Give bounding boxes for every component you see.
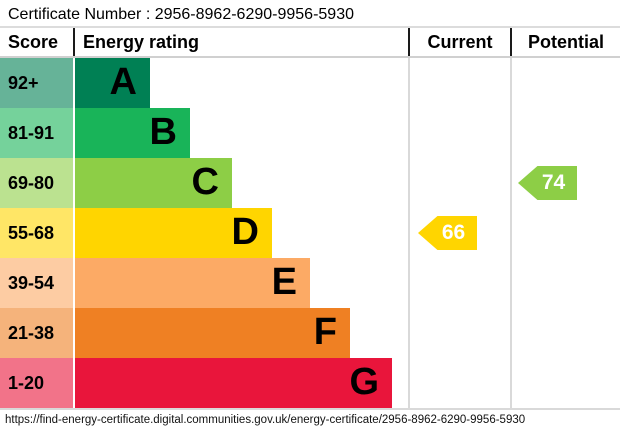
band-score-range: 1-20 bbox=[0, 358, 73, 408]
band-bar-d: D bbox=[75, 208, 272, 258]
band-bar-c: C bbox=[75, 158, 232, 208]
header-current: Current bbox=[408, 28, 510, 56]
band-letter: G bbox=[349, 361, 379, 403]
band-row-e: 39-54 E bbox=[0, 258, 620, 308]
band-score-range: 55-68 bbox=[0, 208, 73, 258]
current-rating-arrow: 66 bbox=[418, 216, 477, 250]
rating-bands: 92+ A 81-91 B 69-80 C 55-68 D 39-54 E 21-38 F 1-20 G bbox=[0, 58, 620, 408]
header-potential: Potential bbox=[510, 28, 620, 56]
band-bar-e: E bbox=[75, 258, 310, 308]
band-letter: C bbox=[191, 161, 219, 203]
band-letter: F bbox=[313, 311, 337, 353]
band-letter: E bbox=[271, 261, 297, 303]
band-score-range: 81-91 bbox=[0, 108, 73, 158]
band-score-range: 21-38 bbox=[0, 308, 73, 358]
band-row-b: 81-91 B bbox=[0, 108, 620, 158]
current-rating-value: 66 bbox=[441, 221, 466, 244]
potential-column-divider bbox=[510, 58, 512, 408]
epc-table-header: Score Energy rating Current Potential bbox=[0, 26, 620, 58]
certificate-number-title: Certificate Number : 2956-8962-6290-9956… bbox=[8, 6, 354, 23]
band-score-range: 69-80 bbox=[0, 158, 73, 208]
band-letter: D bbox=[231, 211, 259, 253]
header-score: Score bbox=[8, 31, 59, 52]
header-energy-rating: Energy rating bbox=[73, 28, 408, 56]
band-row-f: 21-38 F bbox=[0, 308, 620, 358]
band-row-a: 92+ A bbox=[0, 58, 620, 108]
band-row-g: 1-20 G bbox=[0, 358, 620, 408]
band-row-c: 69-80 C bbox=[0, 158, 620, 208]
band-score-range: 92+ bbox=[0, 58, 73, 108]
certificate-url: https://find-energy-certificate.digital.… bbox=[5, 414, 526, 426]
epc-chart-body: 92+ A 81-91 B 69-80 C 55-68 D 39-54 E 21-38 F 1-20 G … bbox=[0, 58, 620, 410]
band-bar-a: A bbox=[75, 58, 150, 108]
band-bar-g: G bbox=[75, 358, 392, 408]
band-bar-b: B bbox=[75, 108, 190, 158]
band-letter: A bbox=[109, 61, 137, 103]
band-score-range: 39-54 bbox=[0, 258, 73, 308]
potential-rating-value: 74 bbox=[541, 171, 566, 194]
band-row-d: 55-68 D bbox=[0, 208, 620, 258]
band-bar-f: F bbox=[75, 308, 350, 358]
current-column-divider bbox=[408, 58, 410, 408]
band-letter: B bbox=[149, 111, 177, 153]
